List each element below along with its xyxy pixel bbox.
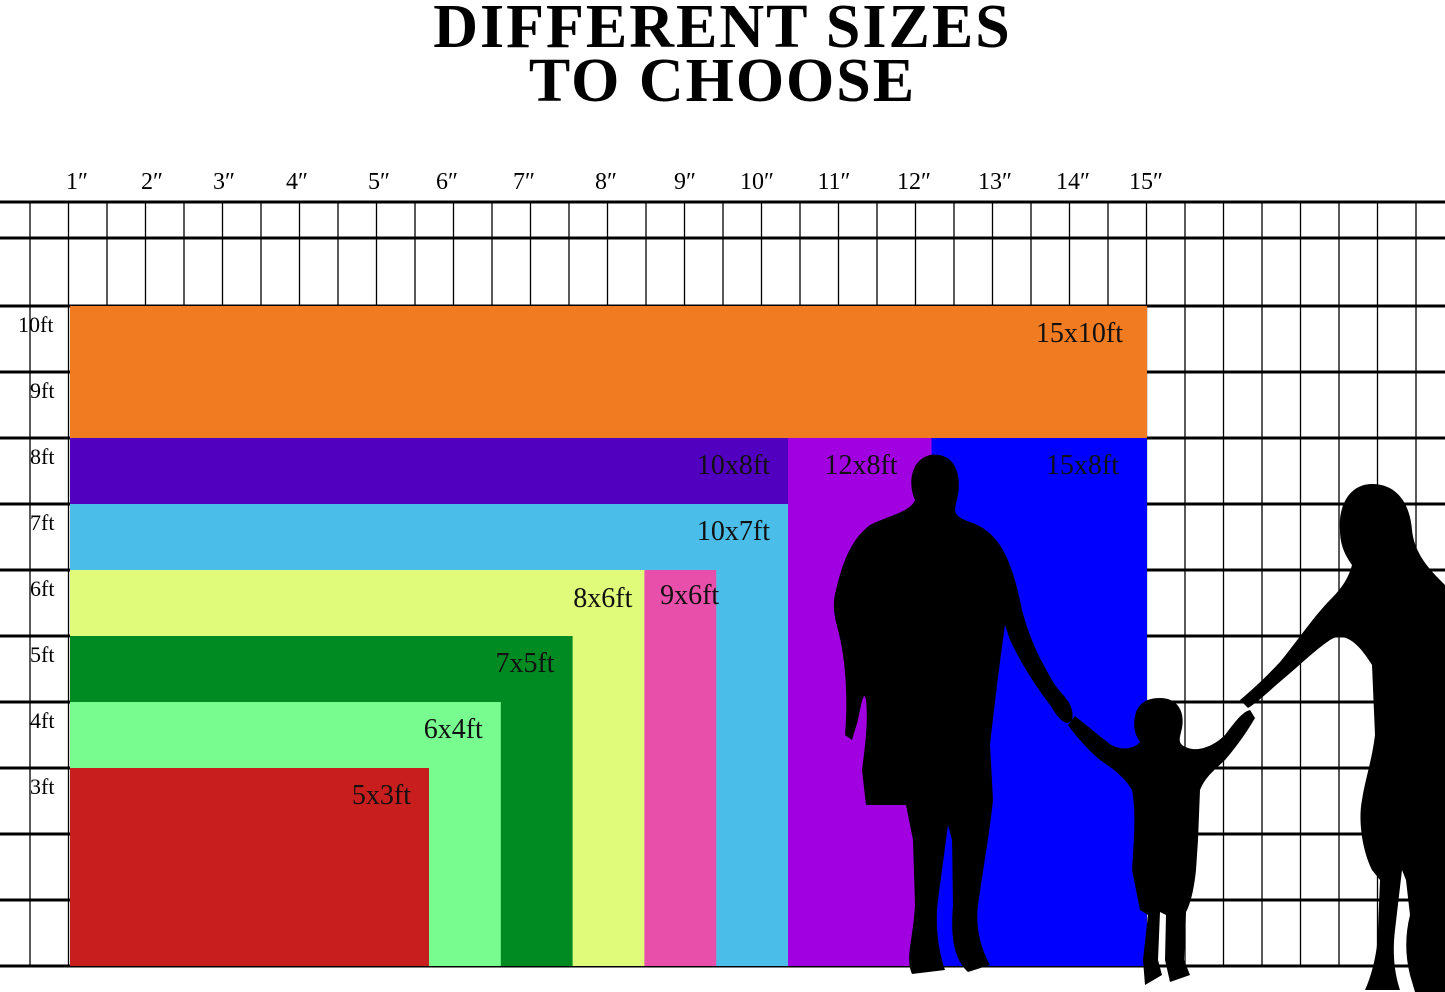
size-label: 6x4ft: [424, 714, 483, 745]
ruler-label: 12″: [897, 169, 931, 195]
man-silhouette: [833, 454, 1073, 974]
title-line-1: DIFFERENT SIZES: [433, 0, 1012, 61]
ruler-label: 11″: [817, 169, 850, 195]
size-label: 12x8ft: [824, 450, 897, 481]
height-labels: 10ft 9ft 8ft 7ft 6ft 5ft 4ft 3ft: [18, 312, 54, 799]
size-label: 9x6ft: [660, 580, 719, 611]
height-label: 10ft: [18, 312, 53, 337]
size-label: 10x7ft: [697, 516, 770, 547]
size-label: 7x5ft: [495, 648, 554, 679]
ruler-label: 7″: [513, 169, 535, 195]
height-label: 6ft: [30, 576, 54, 601]
height-label: 8ft: [30, 444, 54, 469]
size-label: 5x3ft: [352, 780, 411, 811]
size-label: 8x6ft: [573, 583, 632, 614]
ruler-label: 15″: [1129, 169, 1163, 195]
size-label: 15x8ft: [1046, 450, 1119, 481]
child-silhouette: [1068, 698, 1255, 985]
ruler-label: 9″: [674, 169, 696, 195]
ruler-label: 3″: [213, 169, 235, 195]
ruler-label: 2″: [141, 169, 163, 195]
size-label: 10x8ft: [697, 450, 770, 481]
woman-silhouette: [1240, 484, 1445, 992]
people-silhouettes: [833, 454, 1445, 992]
ruler-label: 4″: [286, 169, 308, 195]
ruler-label: 6″: [436, 169, 458, 195]
title-line-2: TO CHOOSE: [528, 47, 917, 115]
size-labels: 15x10ft 15x8ft 12x8ft 10x8ft 10x7ft 9x6ft 8x6f…: [352, 318, 1123, 811]
ruler-label: 10″: [740, 169, 774, 195]
height-label: 9ft: [30, 378, 54, 403]
ruler-label: 13″: [978, 169, 1012, 195]
size-label: 15x10ft: [1036, 318, 1123, 349]
height-label: 5ft: [30, 642, 54, 667]
height-label: 3ft: [30, 774, 54, 799]
ruler-label: 5″: [368, 169, 390, 195]
height-label: 4ft: [30, 708, 54, 733]
size-rect-5x3ft: [70, 768, 429, 966]
ruler-labels: 1″ 2″ 3″ 4″ 5″ 6″ 7″ 8″ 9″ 10″ 11″ 12″ 13″ 14″ 15″: [66, 169, 1163, 195]
height-label: 7ft: [30, 510, 54, 535]
ruler-label: 1″: [66, 169, 88, 195]
ruler-label: 14″: [1056, 169, 1090, 195]
ruler-label: 8″: [595, 169, 617, 195]
